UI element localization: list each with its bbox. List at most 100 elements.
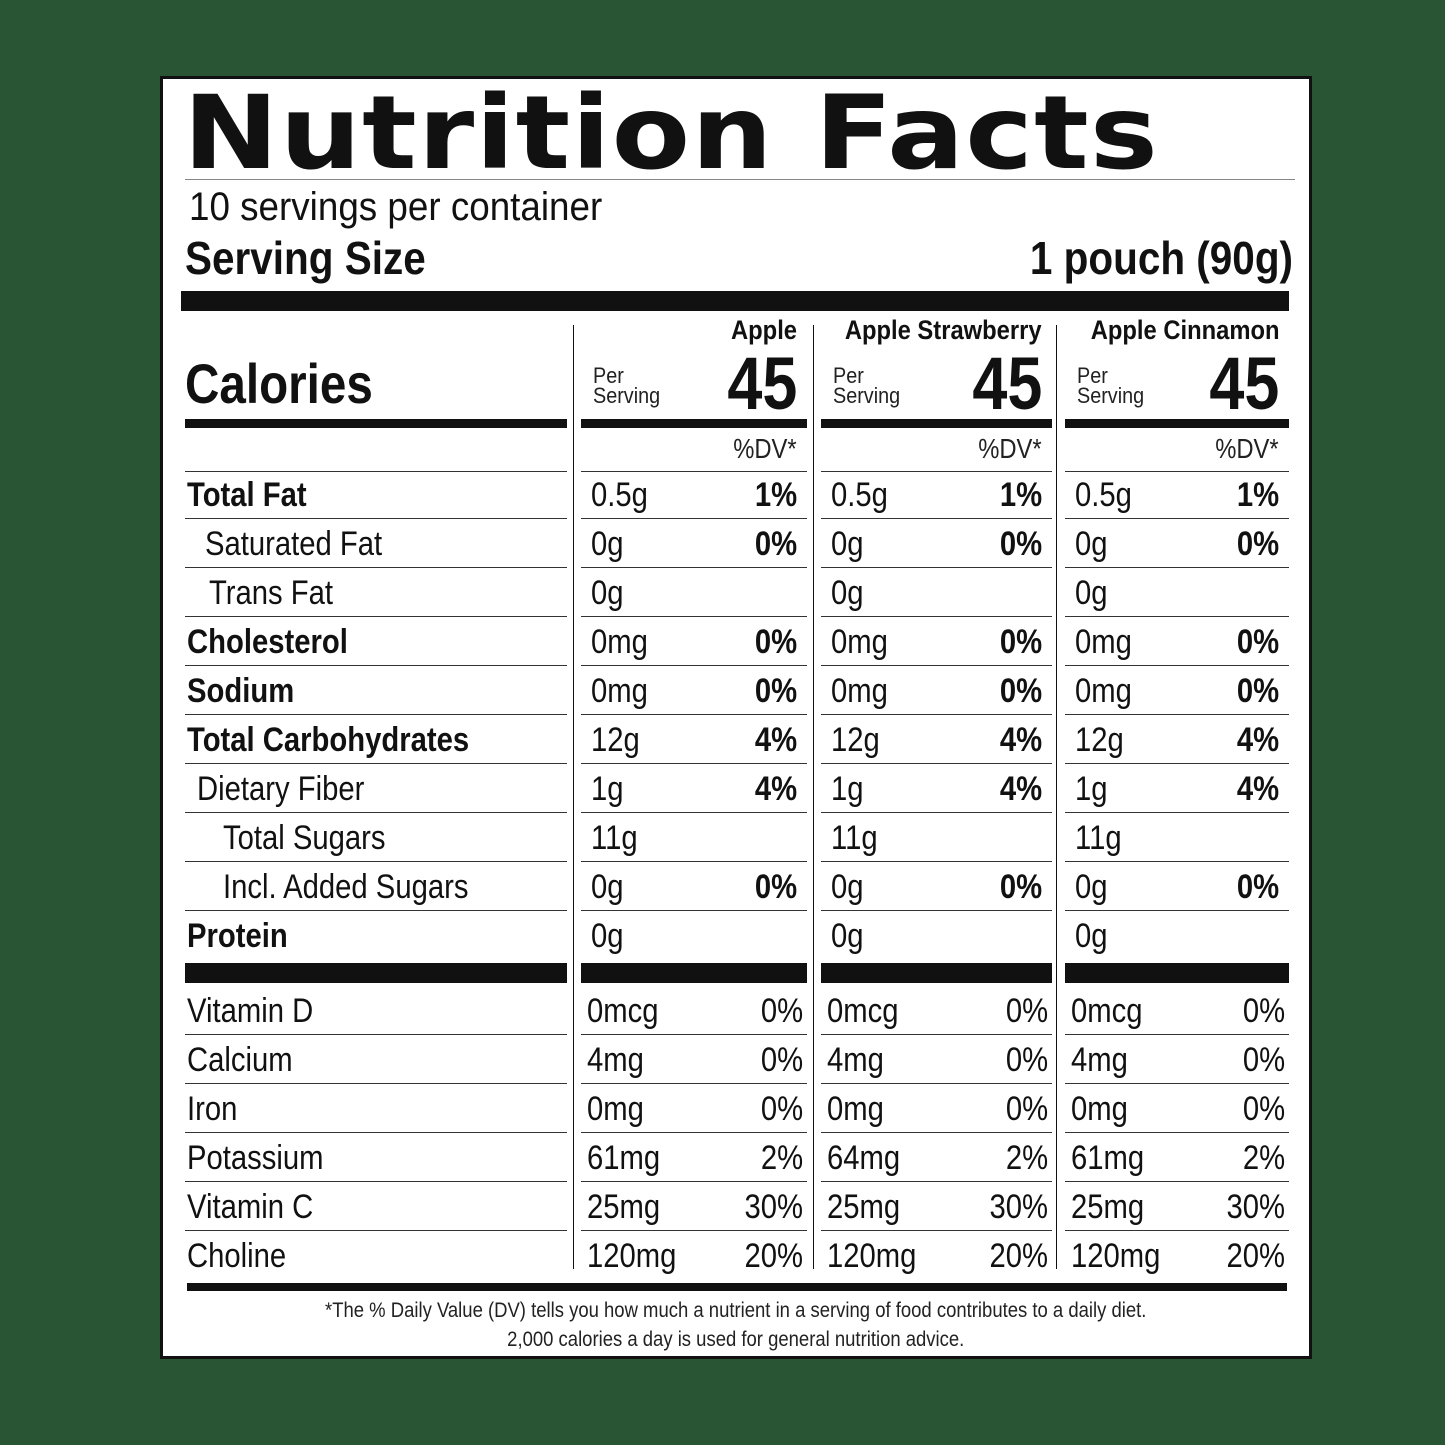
vitamin-dv: 2% <box>1242 1139 1285 1177</box>
vitamin-dv: 30% <box>1226 1188 1285 1226</box>
product-name: Apple Cinnamon <box>1090 315 1279 345</box>
calories-label: Calories <box>185 352 373 415</box>
dv-header: %DV* <box>978 433 1042 464</box>
nutrient-dv: 0% <box>1236 623 1279 661</box>
vitamin-name: Calcium <box>187 1041 293 1079</box>
row-divider <box>185 910 567 911</box>
servings-per-container: 10 servings per container <box>189 185 603 229</box>
vitamin-name: Vitamin D <box>187 992 314 1030</box>
vitamin-amount: 25mg <box>827 1188 901 1226</box>
row-divider <box>581 1132 807 1133</box>
nutrient-amount: 0g <box>831 525 864 563</box>
row-divider <box>185 518 567 519</box>
per-serving-label: Per <box>593 363 624 388</box>
vitamin-dv: 0% <box>1242 992 1285 1030</box>
vitamin-name: Vitamin C <box>187 1188 314 1226</box>
nutrient-amount: 0g <box>1075 525 1108 563</box>
nutrient-amount: 12g <box>1075 721 1124 759</box>
serving-divider-bar <box>181 291 1289 311</box>
row-divider <box>581 665 807 666</box>
vitamin-dv: 20% <box>744 1237 803 1275</box>
nutrient-amount: 11g <box>1075 819 1122 857</box>
nutrient-dv: 4% <box>999 721 1042 759</box>
nutrient-amount: 0.5g <box>1075 476 1132 514</box>
row-divider <box>821 616 1052 617</box>
row-divider <box>821 518 1052 519</box>
nutrient-name: Dietary Fiber <box>197 770 365 808</box>
vitamin-amount: 4mg <box>587 1041 644 1079</box>
nutrient-name: Total Carbohydrates <box>187 721 470 759</box>
vitamin-amount: 4mg <box>827 1041 884 1079</box>
nutrient-dv: 0% <box>754 623 797 661</box>
nutrient-amount: 0mg <box>1075 623 1132 661</box>
nutrient-dv: 4% <box>754 770 797 808</box>
nutrient-dv: 0% <box>1236 868 1279 906</box>
vitamin-name: Choline <box>187 1237 287 1275</box>
row-divider <box>821 1132 1052 1133</box>
nutrient-amount: 0g <box>591 917 624 955</box>
calories-bar <box>185 419 567 428</box>
calories-bar <box>1065 419 1289 428</box>
nutrient-dv: 0% <box>999 868 1042 906</box>
dv-header: %DV* <box>733 433 797 464</box>
row-divider <box>821 763 1052 764</box>
row-divider <box>821 665 1052 666</box>
row-divider <box>1065 1230 1289 1231</box>
row-divider <box>1065 1181 1289 1182</box>
vitamin-amount: 61mg <box>587 1139 661 1177</box>
nutrient-amount: 0g <box>591 868 624 906</box>
nutrient-amount: 1g <box>831 770 864 808</box>
calories-value: 45 <box>972 342 1042 425</box>
row-divider <box>1065 1083 1289 1084</box>
nutrient-amount: 0g <box>591 525 624 563</box>
label-title: Nutrition Facts <box>183 74 1159 193</box>
vitamin-amount: 120mg <box>1071 1237 1161 1275</box>
vitamin-amount: 0mg <box>587 1090 644 1128</box>
per-serving-label: Serving <box>1077 383 1145 408</box>
nutrient-amount: 12g <box>831 721 880 759</box>
vitamin-dv: 0% <box>760 1041 803 1079</box>
nutrient-amount: 1g <box>1075 770 1108 808</box>
vitamin-amount: 25mg <box>1071 1188 1145 1226</box>
nutrient-name: Trans Fat <box>209 574 334 612</box>
nutrient-amount: 0.5g <box>831 476 888 514</box>
nutrient-name: Protein <box>187 917 288 955</box>
vitamin-dv: 0% <box>760 992 803 1030</box>
vitamin-dv: 0% <box>1242 1090 1285 1128</box>
nutrient-dv: 0% <box>1236 525 1279 563</box>
row-divider <box>1065 714 1289 715</box>
footnote-line-1: *The % Daily Value (DV) tells you how mu… <box>325 1299 1147 1322</box>
row-divider <box>1065 763 1289 764</box>
nutrient-amount: 0mg <box>831 672 888 710</box>
row-divider <box>581 812 807 813</box>
per-serving-label: Per <box>1077 363 1108 388</box>
nutrient-amount: 0g <box>591 574 624 612</box>
serving-size-label: Serving Size <box>185 232 426 284</box>
vitamin-dv: 2% <box>760 1139 803 1177</box>
nutrient-amount: 11g <box>831 819 878 857</box>
row-divider <box>821 910 1052 911</box>
row-divider <box>185 812 567 813</box>
row-divider <box>821 1230 1052 1231</box>
row-divider <box>185 1034 567 1035</box>
row-divider <box>1065 567 1289 568</box>
vitamin-name: Iron <box>187 1090 238 1128</box>
nutrient-name: Total Fat <box>187 476 307 514</box>
nutrient-amount: 11g <box>591 819 638 857</box>
row-divider <box>581 518 807 519</box>
nutrient-name: Saturated Fat <box>205 525 383 563</box>
row-divider <box>581 910 807 911</box>
row-divider <box>1065 812 1289 813</box>
nutrient-dv: 1% <box>1236 476 1279 514</box>
vitamin-amount: 120mg <box>827 1237 917 1275</box>
row-divider <box>1065 910 1289 911</box>
row-divider <box>185 1230 567 1231</box>
nutrient-amount: 0g <box>831 917 864 955</box>
row-divider <box>185 665 567 666</box>
nutrient-dv: 0% <box>999 525 1042 563</box>
nutrition-facts-label: Nutrition Facts 10 servings per containe… <box>160 76 1312 1359</box>
vitamin-dv: 30% <box>744 1188 803 1226</box>
row-divider <box>581 1230 807 1231</box>
nutrient-name: Cholesterol <box>187 623 348 661</box>
dv-header: %DV* <box>1215 433 1279 464</box>
